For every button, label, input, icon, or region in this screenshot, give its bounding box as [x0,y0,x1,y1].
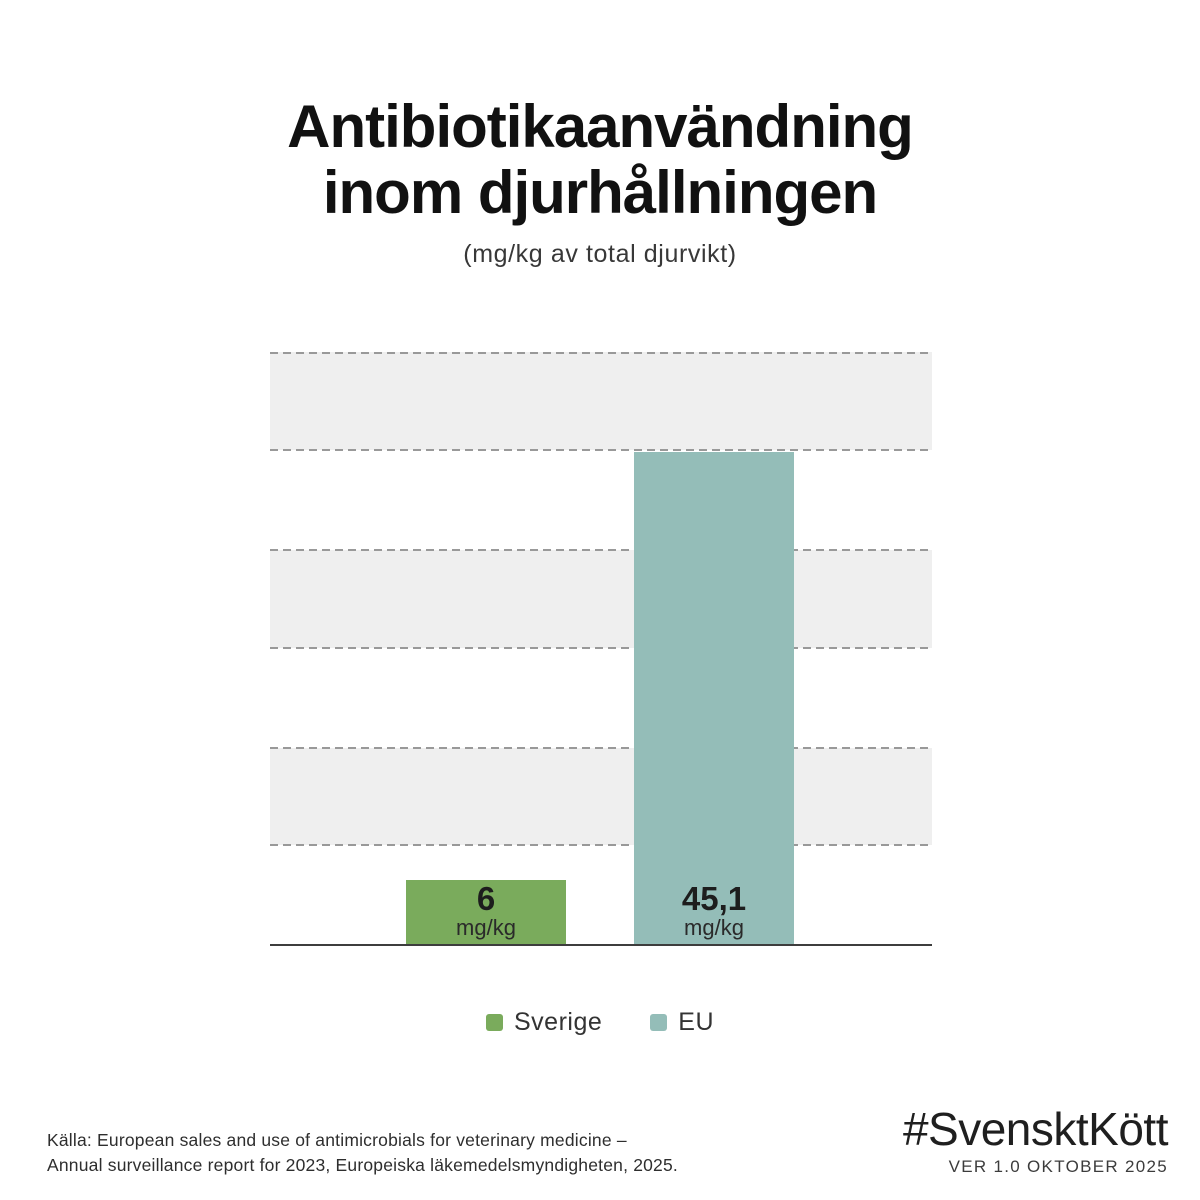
source-line2: Annual surveillance report for 2023, Eur… [47,1154,678,1175]
chart-title-line2: inom djurhållningen [322,159,878,226]
dashed-gridline [270,449,932,451]
chart-title-line1: Antibiotikaanvändning [287,93,914,160]
bar-chart-plot-area: 6 mg/kg 45,1 mg/kg [270,352,932,946]
bar-value-sverige: 6 [476,880,496,917]
bar-label-eu: 45,1 mg/kg [634,882,794,940]
brand-hashtag: #SvensktKött [902,1103,1169,1155]
bar-sverige [406,880,566,946]
bar-unit-sverige: mg/kg [456,915,516,940]
chart-legend: Sverige EU [0,1008,1200,1037]
dashed-gridline [270,549,932,551]
chart-subtitle: (mg/kg av total djurvikt) [463,240,737,268]
version-label: VER 1.0 OKTOBER 2025 [948,1157,1168,1176]
bar-value-eu: 45,1 [681,880,747,917]
chart-title: Antibiotikaanvändning inom djurhållninge… [0,94,1200,226]
dashed-gridline [270,844,932,846]
source-line1: Källa: European sales and use of antimic… [47,1130,627,1150]
background-band [270,550,932,648]
background-band [270,748,932,845]
dashed-gridline [270,352,932,354]
bar-eu [634,451,794,946]
background-band [270,352,932,450]
legend-item-sverige: Sverige [486,1008,602,1037]
dashed-gridline [270,747,932,749]
source-citation: Källa: European sales and use of antimic… [47,1128,678,1177]
legend-label-eu: EU [678,1008,714,1036]
bar-label-sverige: 6 mg/kg [406,882,566,940]
legend-item-eu: EU [650,1008,714,1037]
legend-label-sverige: Sverige [514,1008,603,1036]
legend-swatch-eu [650,1014,668,1031]
legend-swatch-sverige [486,1014,503,1031]
dashed-gridline [270,647,932,649]
brand-block: #SvensktKött VER 1.0 OKTOBER 2025 [902,1103,1169,1177]
bar-unit-eu: mg/kg [684,915,744,940]
x-axis-line [270,944,932,946]
